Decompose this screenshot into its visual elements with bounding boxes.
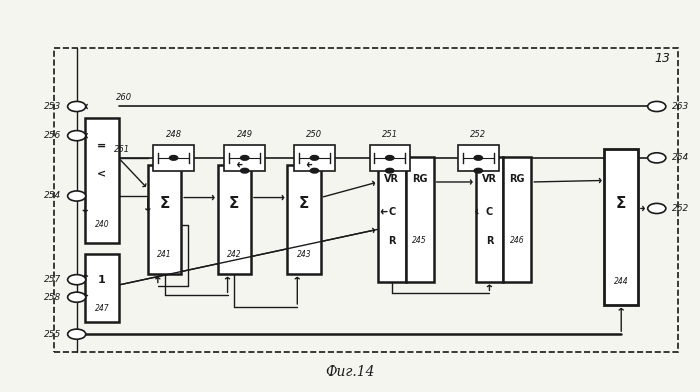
Text: =: = <box>97 141 106 151</box>
Text: 260: 260 <box>116 93 132 102</box>
Circle shape <box>68 102 86 112</box>
Text: 244: 244 <box>614 277 629 286</box>
Bar <box>218 165 251 274</box>
Text: 241: 241 <box>158 250 172 259</box>
Text: C: C <box>389 207 396 217</box>
Text: 252: 252 <box>470 130 486 139</box>
Bar <box>54 48 678 352</box>
Text: 264: 264 <box>672 153 690 162</box>
Text: R: R <box>388 236 395 245</box>
Text: 245: 245 <box>412 236 427 245</box>
Text: 242: 242 <box>227 250 242 259</box>
Bar <box>378 157 406 281</box>
Text: R: R <box>486 236 493 245</box>
Bar <box>85 118 118 243</box>
Text: Σ: Σ <box>160 196 169 211</box>
Text: 263: 263 <box>672 102 690 111</box>
Text: VR: VR <box>384 174 399 185</box>
Circle shape <box>68 191 86 201</box>
Bar <box>605 149 638 305</box>
Bar <box>294 145 335 171</box>
Circle shape <box>474 169 482 173</box>
Circle shape <box>648 203 666 214</box>
Text: 255: 255 <box>44 330 62 339</box>
Text: 246: 246 <box>510 236 524 245</box>
Bar <box>225 145 265 171</box>
Text: 253: 253 <box>44 102 62 111</box>
Bar <box>148 165 181 274</box>
Text: 256: 256 <box>44 131 62 140</box>
Circle shape <box>169 156 178 160</box>
Text: RG: RG <box>412 174 428 185</box>
Text: Фuг.14: Фuг.14 <box>326 365 374 379</box>
Circle shape <box>386 169 394 173</box>
Circle shape <box>68 275 86 285</box>
Text: <: < <box>97 169 106 179</box>
Bar <box>370 145 410 171</box>
Text: 243: 243 <box>297 250 312 259</box>
Text: 1: 1 <box>98 275 106 285</box>
Text: 262: 262 <box>672 204 690 213</box>
Circle shape <box>73 194 81 198</box>
Text: Σ: Σ <box>616 196 626 211</box>
Bar <box>458 145 498 171</box>
Bar <box>503 157 531 281</box>
Text: 250: 250 <box>307 130 323 139</box>
Text: 248: 248 <box>165 130 182 139</box>
Circle shape <box>386 156 394 160</box>
Text: 240: 240 <box>94 220 109 229</box>
Circle shape <box>310 169 319 173</box>
Text: 254: 254 <box>44 192 62 200</box>
Text: 258: 258 <box>44 293 62 302</box>
Bar <box>475 157 503 281</box>
Text: Σ: Σ <box>299 196 309 211</box>
Text: 249: 249 <box>237 130 253 139</box>
Text: VR: VR <box>482 174 497 185</box>
Circle shape <box>648 153 666 163</box>
Bar <box>153 145 194 171</box>
Text: 257: 257 <box>44 275 62 284</box>
Text: 261: 261 <box>114 145 130 154</box>
Circle shape <box>68 329 86 339</box>
Circle shape <box>68 292 86 302</box>
Bar <box>287 165 321 274</box>
Text: 251: 251 <box>382 130 398 139</box>
Text: 247: 247 <box>94 304 109 313</box>
Circle shape <box>68 131 86 141</box>
Text: C: C <box>486 207 493 217</box>
Text: Σ: Σ <box>229 196 239 211</box>
Circle shape <box>241 156 249 160</box>
Bar <box>85 254 118 323</box>
Bar <box>406 157 434 281</box>
Circle shape <box>474 156 482 160</box>
Circle shape <box>648 102 666 112</box>
Circle shape <box>241 169 249 173</box>
Text: 13: 13 <box>654 52 671 65</box>
Text: RG: RG <box>510 174 525 185</box>
Circle shape <box>310 156 319 160</box>
